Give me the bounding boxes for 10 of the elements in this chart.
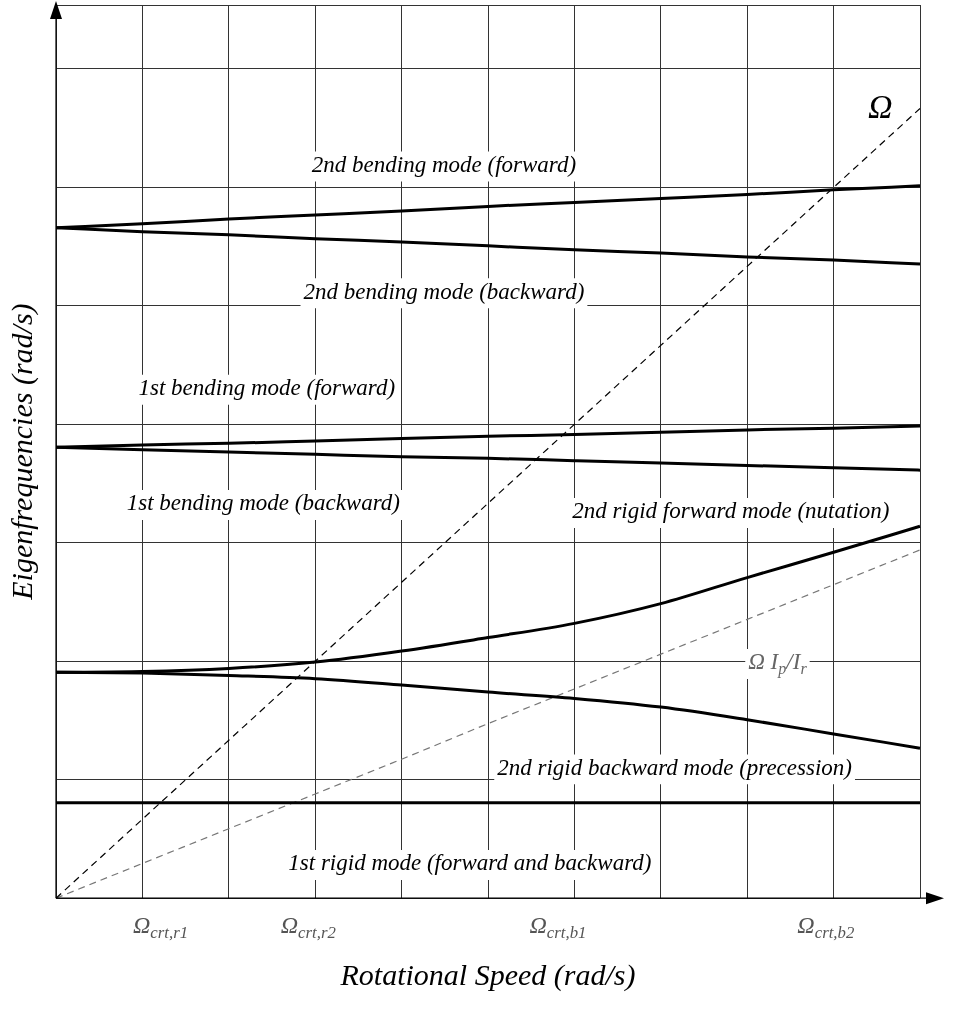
- series-label: 2nd rigid backward mode (precession): [497, 754, 853, 780]
- series-label: Ω: [867, 88, 893, 126]
- series-label: 2nd bending mode (backward): [303, 278, 585, 304]
- series-label: 1st bending mode (forward): [138, 375, 396, 401]
- x-axis-title: Rotational Speed (rad/s): [339, 957, 636, 992]
- series-label: 2nd rigid forward mode (nutation): [572, 498, 890, 524]
- series-label: 1st bending mode (backward): [126, 490, 400, 516]
- text: 1st rigid mode (forward and backward): [288, 850, 652, 876]
- y-axis-title: Eigenfrequencies (rad/s): [4, 303, 39, 601]
- series-label: 2nd bending mode (forward): [311, 151, 577, 177]
